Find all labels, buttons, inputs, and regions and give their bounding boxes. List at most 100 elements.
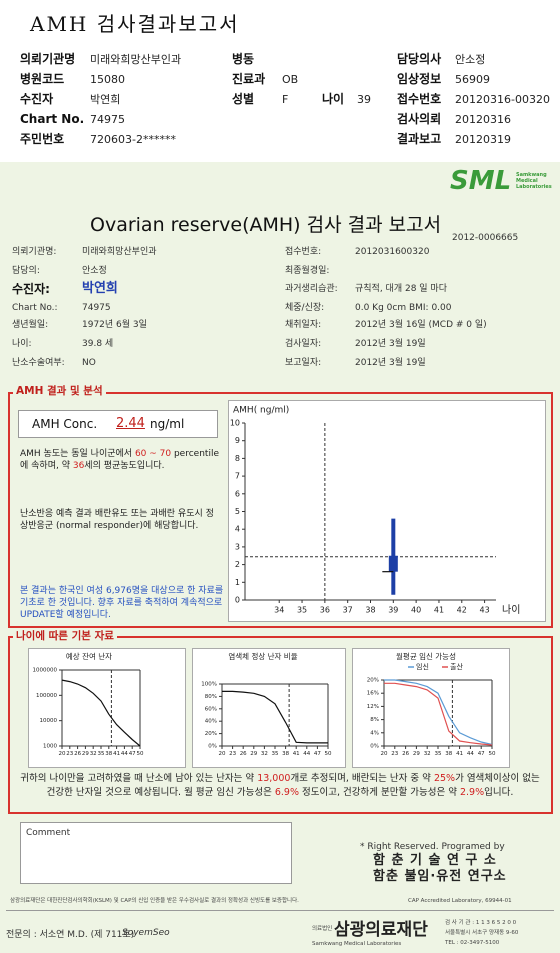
x-tick-label: 38 [445,751,452,757]
x-tick-label: 23 [66,751,73,757]
patient-label: 나이: [12,339,32,349]
lab-name: 함춘 불임·유전 연구소 [373,869,507,884]
y-tick-label: 7 [235,472,240,481]
x-tick-label: 47 [129,751,136,757]
text: percentile에 속하며, 약 [20,449,219,471]
patient-value: 39.8 세 [82,339,114,349]
y-tick-label: 2 [235,560,240,569]
field-label: 의뢰기관명 [20,52,76,66]
y-tick-label: 0% [370,744,379,750]
section-heading: 나이에 따른 기본 자료 [13,630,117,643]
x-tick-label: 23 [229,751,236,757]
x-tick-label: 26 [240,751,247,757]
x-tick-label: 44 [303,751,310,757]
y-tick-label: 100% [201,682,217,688]
x-tick-label: 41 [456,751,463,757]
x-tick-label: 20 [219,751,226,757]
highlight-text: 25% [433,773,456,784]
patient-value: 2012년 3월 16일 (MCD # 0 일) [355,320,487,330]
x-tick-label: 20 [381,751,388,757]
field-value: 720603-2****** [90,133,176,146]
highlight-text: 60 ~ 70 [134,449,172,459]
x-tick-label: 32 [261,751,268,757]
address: 서울특별시 서초구 양재동 9-60 [445,930,519,936]
x-tick-label: 37 [343,606,353,615]
y-tick-label: 1 [235,578,240,587]
y-tick-label: 40% [205,719,217,725]
field-value: 미래와희망산부인과 [90,53,182,66]
field-label: 검사의뢰 [397,112,442,126]
chart-title: 염색체 정상 난자 비율 [228,651,297,661]
x-tick-label: 41 [293,751,300,757]
field-value: 56909 [455,73,490,86]
conc-value: 2.44 [116,416,145,431]
y-tick-label: 1000000 [33,668,58,674]
report-title: Ovarian reserve(AMH) 검사 결과 보고서 [90,214,442,236]
y-tick-label: 80% [205,694,217,700]
sub-chart-panel [352,648,510,768]
x-tick-label: 23 [391,751,398,757]
y-tick-label: 0 [235,596,240,605]
series-line [384,682,493,746]
y-tick-label: 4% [370,730,379,736]
y-axis-label: AMH( ng/ml) [233,406,289,416]
y-tick-label: 10 [230,419,240,428]
x-tick-label: 43 [479,606,489,615]
y-tick-label: 0% [208,744,217,750]
patient-label: 체중/신장: [285,303,325,313]
series-line [61,679,141,747]
y-tick-label: 5 [235,507,240,516]
highlight-text: 13,000 [257,773,291,784]
highlight-text: 6.9% [274,787,299,798]
y-tick-label: 9 [235,436,240,445]
patient-label: Chart No.: [12,303,58,313]
comment-label: Comment [26,828,71,838]
y-tick-label: 1000 [43,744,57,750]
x-tick-label: 38 [282,751,289,757]
patient-value: 2012년 3월 19일 [355,358,426,368]
patient-label: 접수번호: [285,247,322,257]
text: 귀하의 나이만을 고려하였을 때 난소에 남아 있는 난자는 약 [20,773,258,784]
patient-value: 0.0 Kg 0cm BMI: 0.00 [355,303,452,313]
y-tick-label: 3 [235,542,240,551]
section-heading: AMH 결과 및 분석 [13,385,106,398]
x-tick-label: 32 [424,751,431,757]
y-tick-label: 12% [367,704,379,710]
text: 입니다. [484,787,514,798]
field-value: 74975 [90,113,125,126]
text: 정도이고, 건강하게 분만할 가능성은 약 [298,787,460,798]
patient-value: 규칙적, 대개 28 일 마다 [355,284,447,294]
y-tick-label: 8 [235,454,240,463]
x-tick-label: 41 [434,606,444,615]
legend-label: 출산 [450,662,463,671]
y-tick-label: 4 [235,525,240,534]
field-label: 담당의사 [397,52,442,66]
legend-label: 임신 [416,662,429,671]
x-tick-label: 29 [82,751,89,757]
y-tick-label: 16% [367,691,379,697]
series-line [384,679,493,745]
x-tick-label: 29 [250,751,257,757]
amh-section-box [8,392,553,628]
chart-title: 예상 잔여 난자 [66,651,112,661]
patient-label: 검사일자: [285,339,322,349]
text: 가 염색체이상이 없는 건강한 난자일 것으로 예상됩니다. 월 평균 임신 가… [46,773,540,798]
logo-subtitle: Samkwang Medical Laboratories [516,172,552,190]
comment-box [20,822,292,884]
y-tick-label: 6 [235,489,240,498]
field-label: 병원코드 [20,72,65,86]
field-value: 20120316 [455,113,511,126]
patient-label: 난소수술여부: [12,358,65,368]
patient-value: 1972년 6월 3일 [82,320,147,330]
field-label: 진료과 [232,72,266,86]
doctor: 전문의 : 서소연 M.D. (제 711호) [6,930,135,940]
analysis-text: AMH 농도는 동일 나이군에서 60 ~ 70 percentile에 속하며… [20,448,220,472]
x-tick-label: 35 [297,606,307,615]
y-tick-label: 20% [205,731,217,737]
x-tick-label: 50 [137,751,144,757]
chart-title: 월평균 임신 가능성 [396,651,456,661]
field-label: 수진자 [20,92,54,106]
x-tick-label: 26 [74,751,81,757]
